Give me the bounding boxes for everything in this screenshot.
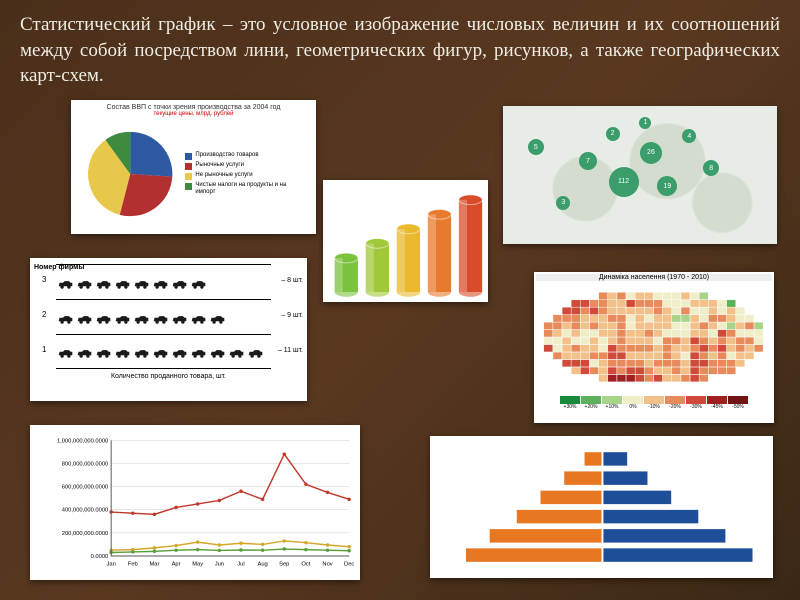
svg-text:0.0000: 0.0000 xyxy=(91,554,109,560)
svg-text:Feb: Feb xyxy=(128,562,138,568)
svg-text:600,000,000.0000: 600,000,000.0000 xyxy=(62,485,109,491)
car-icon xyxy=(76,346,93,357)
car-icon xyxy=(171,346,188,357)
car-icon xyxy=(95,277,112,288)
line-chart: 0.0000 200,000,000.0000 400,000,000.0000 60… xyxy=(36,431,354,574)
choropleth-panel: Динаміка населення (1970 - 2010) +30%+20… xyxy=(534,272,774,423)
car-icon xyxy=(152,277,169,288)
car-icon xyxy=(133,312,150,323)
pie-chart-panel: Состав ВВП с точки зрения производства з… xyxy=(71,100,316,234)
car-icon xyxy=(228,346,245,357)
pie-subtitle: текущие цены, млрд. рублей xyxy=(75,111,312,117)
car-icon xyxy=(190,346,207,357)
pyramid-chart-panel xyxy=(430,436,773,578)
pictogram-rows: 3– 8 шт.2– 9 шт.1– 11 шт. xyxy=(56,264,271,369)
choropleth-legend: +30%+20%+10%0%-10%-20%-30%-45%-50% xyxy=(536,394,772,412)
svg-text:Jan: Jan xyxy=(107,562,116,568)
car-icon xyxy=(95,312,112,323)
pictogram-xlabel: Количество проданного товара, шт. xyxy=(36,373,301,380)
pie-legend: Производство товаровРыночные услугиНе ры… xyxy=(185,150,306,197)
car-icon xyxy=(209,312,226,323)
svg-text:Mar: Mar xyxy=(149,562,159,568)
choropleth-title: Динаміка населення (1970 - 2010) xyxy=(536,274,772,281)
line-chart-panel: 0.0000 200,000,000.0000 400,000,000.0000 60… xyxy=(30,425,360,580)
svg-text:Jun: Jun xyxy=(215,562,224,568)
pyramid-chart xyxy=(438,444,765,570)
map-surface: 53721122619481 xyxy=(503,106,777,244)
svg-text:Jul: Jul xyxy=(237,562,244,568)
car-icon xyxy=(190,312,207,323)
cylinder-bars xyxy=(323,180,488,302)
choropleth-map xyxy=(536,281,772,394)
car-icon xyxy=(76,277,93,288)
car-icon xyxy=(57,346,74,357)
svg-text:Sep: Sep xyxy=(279,562,289,568)
svg-text:Nov: Nov xyxy=(322,562,332,568)
car-icon xyxy=(76,312,93,323)
car-icon xyxy=(152,312,169,323)
car-icon xyxy=(57,312,74,323)
car-icon xyxy=(247,346,264,357)
bubble-map-panel: 53721122619481 xyxy=(503,106,777,244)
pie-title: Состав ВВП с точки зрения производства з… xyxy=(75,104,312,111)
pie-chart xyxy=(81,124,179,224)
svg-text:1,000,000,000.0000: 1,000,000,000.0000 xyxy=(57,438,108,444)
car-icon xyxy=(114,346,131,357)
car-icon xyxy=(152,346,169,357)
car-icon xyxy=(114,312,131,323)
pictogram-panel: Номер фирмы 3– 8 шт.2– 9 шт.1– 11 шт. Ко… xyxy=(30,258,307,401)
car-icon xyxy=(171,312,188,323)
svg-text:May: May xyxy=(192,562,203,568)
car-icon xyxy=(114,277,131,288)
car-icon xyxy=(95,346,112,357)
car-icon xyxy=(209,346,226,357)
svg-text:400,000,000.0000: 400,000,000.0000 xyxy=(62,508,109,514)
svg-text:Oct: Oct xyxy=(301,562,310,568)
svg-text:800,000,000.0000: 800,000,000.0000 xyxy=(62,461,109,467)
svg-text:Dec: Dec xyxy=(344,562,354,568)
car-icon xyxy=(57,277,74,288)
car-icon xyxy=(190,277,207,288)
car-icon xyxy=(133,346,150,357)
car-icon xyxy=(171,277,188,288)
slide-title: Статистический график – это условное изо… xyxy=(0,0,800,95)
car-icon xyxy=(133,277,150,288)
svg-text:Aug: Aug xyxy=(257,562,267,568)
svg-text:Apr: Apr xyxy=(172,562,181,568)
svg-text:200,000,000.0000: 200,000,000.0000 xyxy=(62,531,109,537)
cylinder-bar-panel xyxy=(323,180,488,302)
